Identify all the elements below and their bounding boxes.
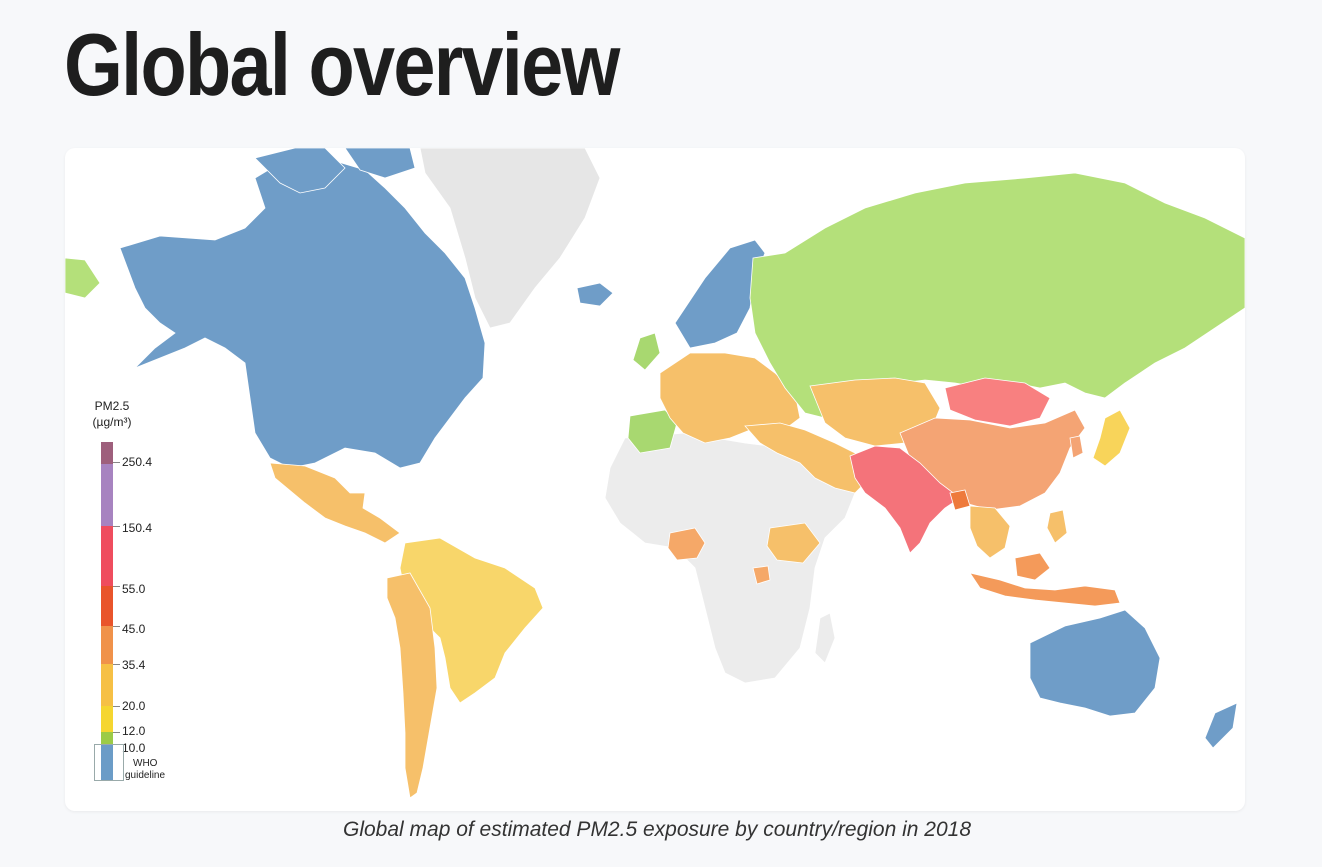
region-new-zealand xyxy=(1204,702,1238,749)
region-nigeria xyxy=(667,527,706,561)
map-caption: Global map of estimated PM2.5 exposure b… xyxy=(342,818,972,841)
legend-tick xyxy=(113,462,120,463)
region-australia xyxy=(1029,609,1161,717)
region-iceland xyxy=(576,282,614,307)
region-iberia xyxy=(627,409,678,454)
legend-who-line1: WHO xyxy=(133,758,158,769)
legend-tick xyxy=(113,732,120,733)
region-uk-ireland xyxy=(632,332,661,371)
legend-swatch-150-250 xyxy=(101,464,113,526)
legend-swatch-20-35 xyxy=(101,664,113,706)
legend-label-20: 20.0 xyxy=(122,699,146,713)
region-japan xyxy=(1092,409,1131,467)
legend-label-45: 45.0 xyxy=(122,622,146,636)
legend-label-250: 250.4 xyxy=(122,455,153,469)
page-title: Global overview xyxy=(64,15,620,114)
legend-tick xyxy=(113,626,120,627)
region-madagascar xyxy=(814,612,836,664)
legend-tick xyxy=(113,706,120,707)
legend-swatch-below-10 xyxy=(101,744,113,781)
legend-swatch-45-55 xyxy=(101,586,113,626)
legend-tick xyxy=(113,526,120,527)
region-chukotka-west xyxy=(65,257,101,299)
region-russia xyxy=(749,172,1245,419)
region-philippines xyxy=(1046,509,1068,544)
legend-swatch-10-12 xyxy=(101,732,113,744)
legend-title-line1: PM2.5 xyxy=(94,399,130,413)
region-arctic-islands-2 xyxy=(344,148,416,179)
legend-who-label: WHO guideline xyxy=(125,758,185,782)
region-korea xyxy=(1069,435,1084,459)
legend-swatch-35-45 xyxy=(101,626,113,664)
legend-swatch-55-150 xyxy=(101,526,113,586)
region-middle-east xyxy=(744,422,871,494)
region-greenland xyxy=(419,148,601,329)
legend-who-line2: guideline xyxy=(125,770,166,781)
legend-label-12: 12.0 xyxy=(122,724,146,738)
legend-swatch-above-250 xyxy=(101,442,113,464)
region-mexico xyxy=(269,462,401,544)
region-arctic-islands xyxy=(254,148,346,194)
legend-title-line2: (µg/m³) xyxy=(92,415,132,429)
legend-title: PM2.5 (µg/m³) xyxy=(89,398,135,430)
region-uganda xyxy=(752,565,771,585)
region-south-asia xyxy=(849,445,961,554)
legend-tick xyxy=(113,586,120,587)
legend-label-150: 150.4 xyxy=(122,521,153,535)
legend-label-35: 35.4 xyxy=(122,658,146,672)
region-ethiopia xyxy=(766,522,821,564)
region-southeast-asia xyxy=(969,505,1011,559)
region-mongolia xyxy=(944,377,1051,427)
world-map xyxy=(65,148,1245,799)
legend: PM2.5 (µg/m³) 250.4 150.4 55.0 45.0 35.4… xyxy=(85,398,195,788)
legend-who-box xyxy=(94,744,124,781)
legend-swatch-12-20 xyxy=(101,706,113,732)
legend-label-10: 10.0 xyxy=(122,741,146,755)
legend-tick xyxy=(113,664,120,665)
region-borneo xyxy=(1014,552,1051,581)
legend-label-55: 55.0 xyxy=(122,582,146,596)
region-peru-chile xyxy=(386,572,438,799)
map-card: PM2.5 (µg/m³) 250.4 150.4 55.0 45.0 35.4… xyxy=(65,148,1245,811)
region-indonesia xyxy=(969,572,1121,607)
